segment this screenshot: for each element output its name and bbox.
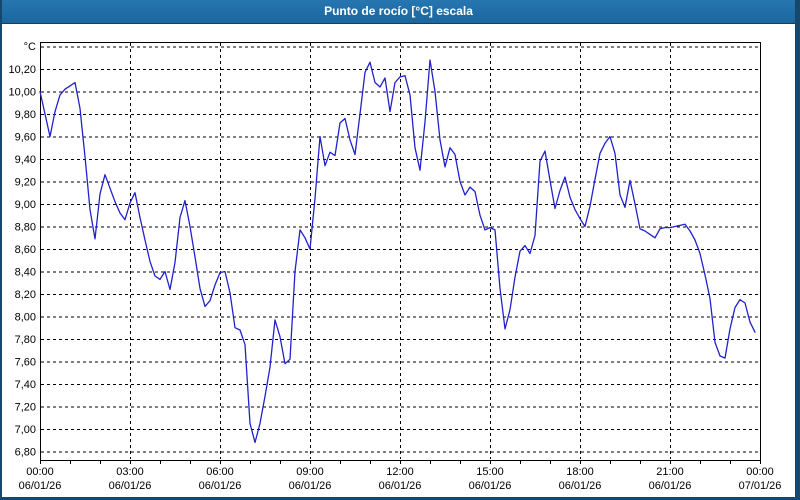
x-axis-date-label: 07/01/26: [739, 480, 782, 492]
y-axis-tick-label: 7,40: [15, 379, 36, 391]
x-axis-date-label: 06/01/26: [199, 480, 242, 492]
y-axis-tick-label: 9,40: [15, 154, 36, 166]
y-axis-tick-label: 6,80: [15, 447, 36, 459]
x-axis-time-label: 18:00: [566, 466, 594, 478]
y-axis-tick-label: 7,20: [15, 402, 36, 414]
x-axis-time-label: 00:00: [26, 466, 54, 478]
window-title: Punto de rocío [°C] escala: [324, 4, 473, 18]
x-axis-time-label: 09:00: [296, 466, 324, 478]
x-axis-time-label: 00:00: [746, 466, 774, 478]
x-axis-date-label: 06/01/26: [649, 480, 692, 492]
x-axis-date-label: 06/01/26: [289, 480, 332, 492]
x-axis-date-label: 06/01/26: [559, 480, 602, 492]
x-axis-time-label: 21:00: [656, 466, 684, 478]
y-axis-tick-label: 10,00: [8, 87, 36, 99]
x-axis-time-label: 12:00: [386, 466, 414, 478]
y-axis-tick-label: 8,40: [15, 267, 36, 279]
y-axis-tick-label: 8,20: [15, 289, 36, 301]
y-axis-tick-label: 10,20: [8, 64, 36, 76]
x-axis-date-label: 06/01/26: [109, 480, 152, 492]
y-axis-tick-label: 7,80: [15, 334, 36, 346]
x-axis-time-label: 06:00: [206, 466, 234, 478]
x-axis-date-label: 06/01/26: [19, 480, 62, 492]
plot-frame: [40, 42, 761, 461]
x-axis-date-label: 06/01/26: [379, 480, 422, 492]
y-axis-tick-label: 9,20: [15, 177, 36, 189]
y-axis-tick-label: 9,00: [15, 199, 36, 211]
window-titlebar: Punto de rocío [°C] escala: [2, 0, 795, 24]
y-axis-tick-label: 8,80: [15, 222, 36, 234]
y-axis-tick-label: 8,00: [15, 312, 36, 324]
y-axis-tick-label: 9,60: [15, 132, 36, 144]
x-axis-date-label: 06/01/26: [469, 480, 512, 492]
y-axis-tick-label: 7,00: [15, 424, 36, 436]
dewpoint-series-line: [39, 59, 756, 444]
x-axis-time-label: 15:00: [476, 466, 504, 478]
x-axis-time-label: 03:00: [116, 466, 144, 478]
y-axis-unit-label: °C: [24, 41, 36, 53]
y-axis-tick-label: 9,80: [15, 109, 36, 121]
y-axis-tick-label: 8,60: [15, 244, 36, 256]
y-axis-tick-label: 7,60: [15, 357, 36, 369]
